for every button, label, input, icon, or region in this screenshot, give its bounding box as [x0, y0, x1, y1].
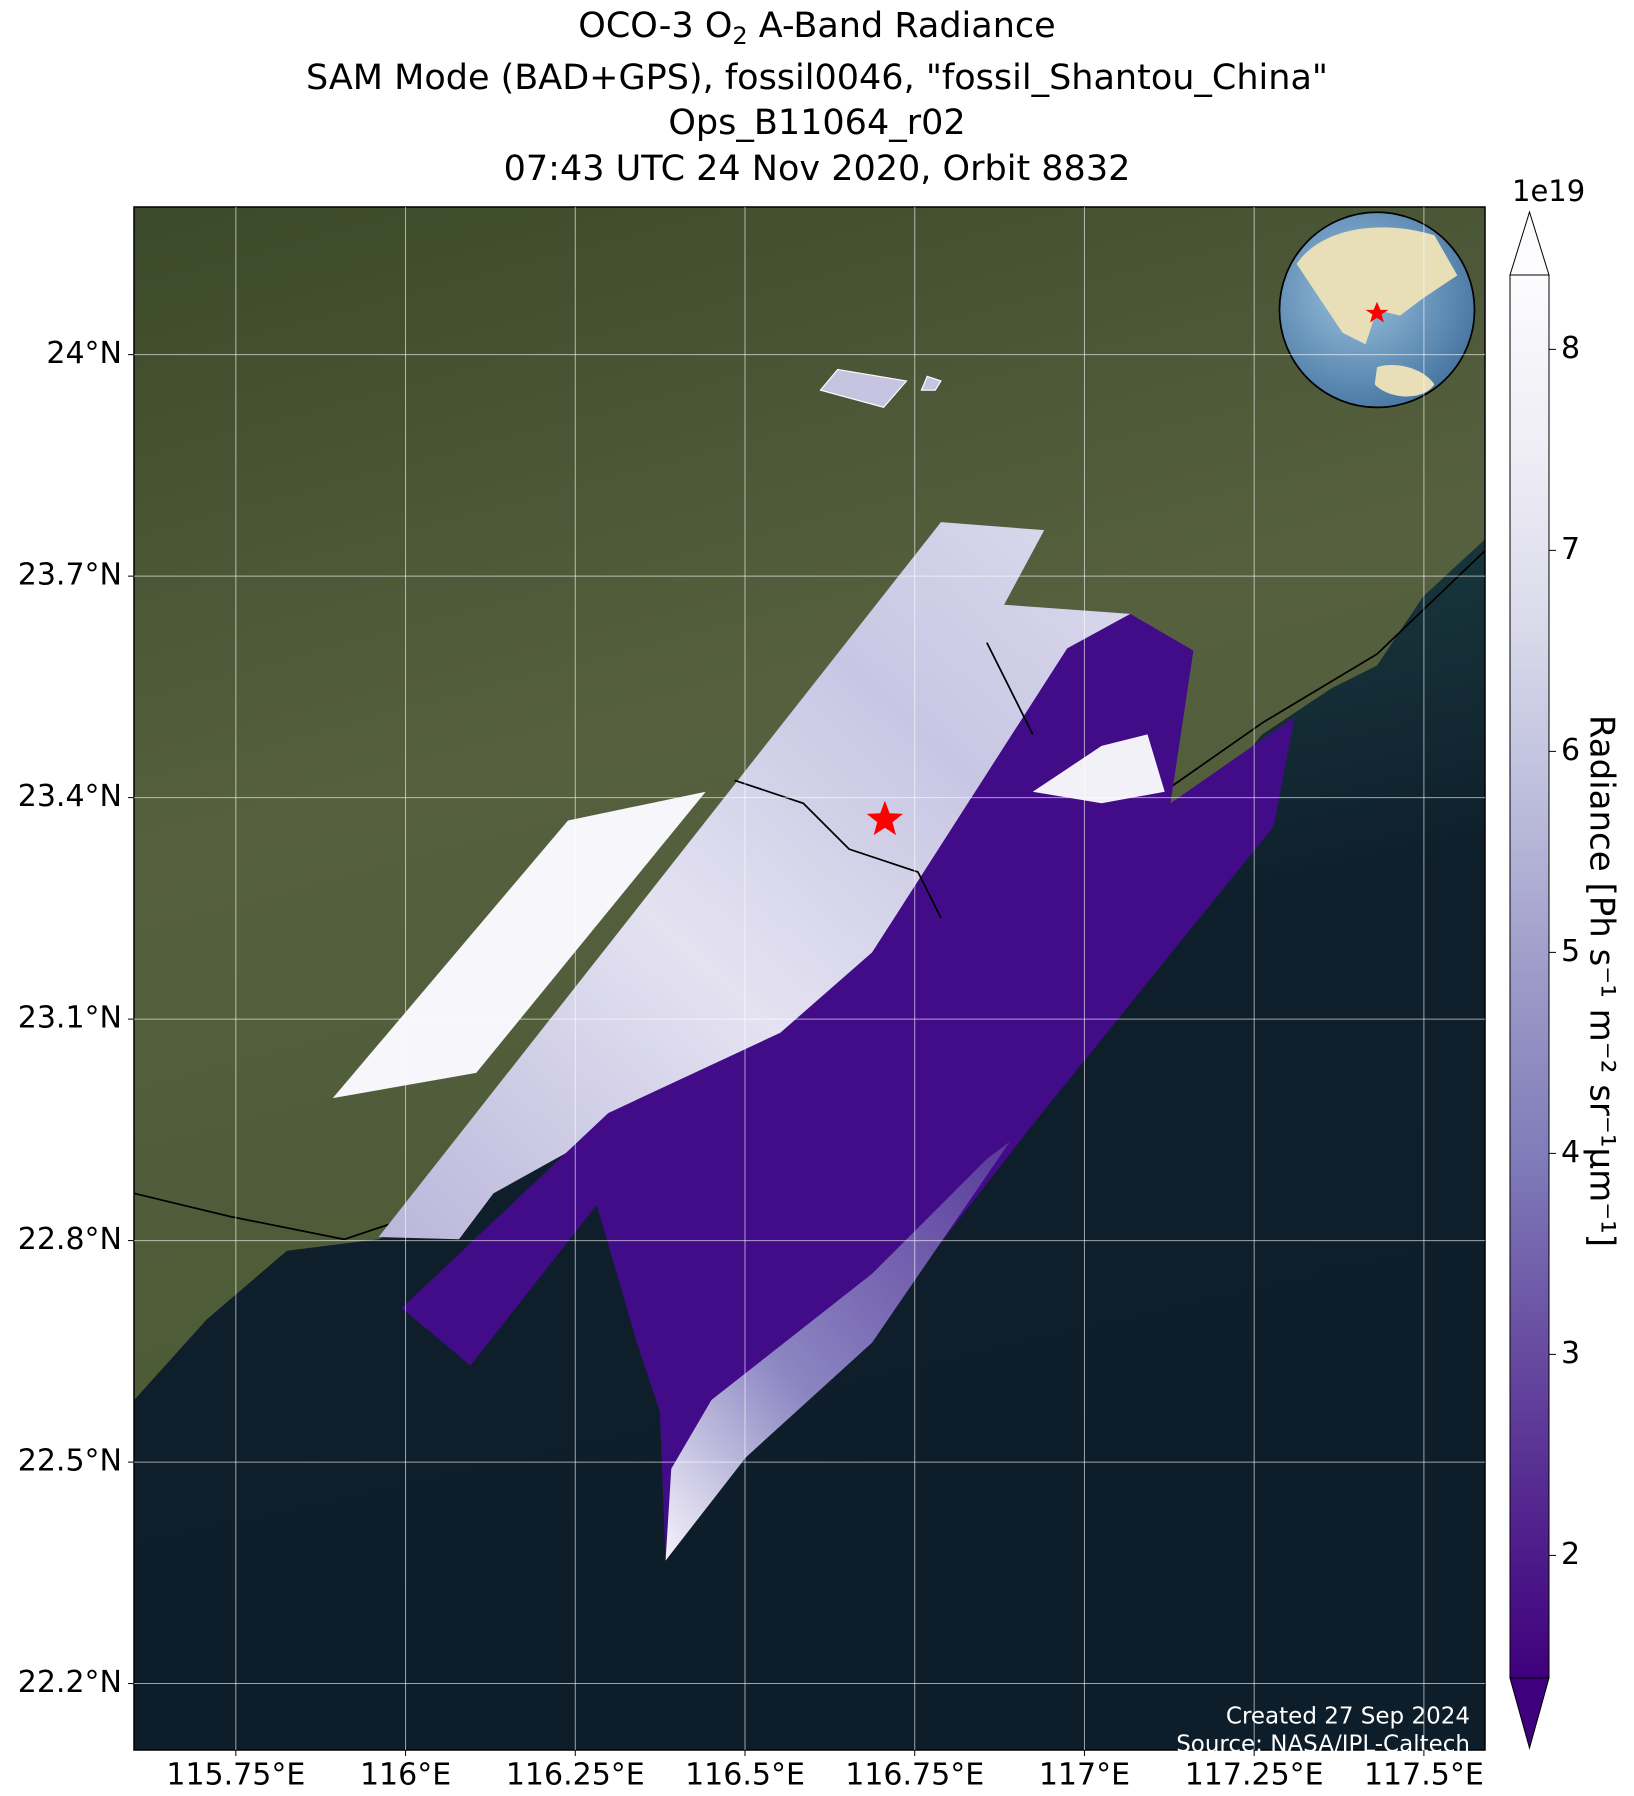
y-tick-label: 22.8°N — [18, 1222, 122, 1257]
swath — [332, 791, 706, 1099]
colorbar-frame — [1509, 274, 1550, 1679]
title-part: OCO-3 O — [578, 6, 732, 46]
globe-land — [1296, 227, 1458, 397]
footer-source: Source: NASA/JPL-Caltech — [1176, 1732, 1470, 1758]
colorbar-tick-label: 5 — [1561, 934, 1580, 969]
colorbar-label: Radiance [Ph s⁻¹ m⁻² sr⁻¹μm⁻¹] — [1582, 715, 1622, 1247]
colorbar-tick-label: 8 — [1561, 331, 1580, 366]
y-tick-label: 22.2°N — [18, 1665, 122, 1700]
title-subscript: 2 — [732, 22, 747, 50]
coastline — [734, 642, 1034, 919]
x-tick-label: 116.25°E — [506, 1758, 645, 1793]
swath — [665, 1141, 1010, 1561]
y-tick-label: 23.7°N — [18, 558, 122, 593]
x-tick-label: 116.5°E — [685, 1758, 805, 1793]
y-tick-label: 24°N — [46, 336, 122, 371]
x-tick-label: 117.25°E — [1185, 1758, 1324, 1793]
site-marker — [866, 800, 903, 836]
x-tick-label: 117.5°E — [1364, 1758, 1484, 1793]
title-line: 07:43 UTC 24 Nov 2020, Orbit 8832 — [504, 149, 1131, 189]
colorbar-tick-label: 6 — [1561, 733, 1580, 768]
x-tick-label: 116°E — [360, 1758, 451, 1793]
title-line: SAM Mode (BAD+GPS), fossil0046, "fossil_… — [306, 58, 1328, 98]
colorbar-tick-label: 3 — [1561, 1336, 1580, 1371]
map-area — [134, 207, 1485, 1750]
y-tick-label: 23.1°N — [18, 1001, 122, 1036]
x-tick-label: 116.75°E — [845, 1758, 984, 1793]
swath — [378, 522, 1159, 1240]
x-tick-label: 115.75°E — [166, 1758, 305, 1793]
y-tick-label: 22.5°N — [18, 1444, 122, 1479]
colorbar-extend-bottom — [1509, 1677, 1550, 1750]
swath — [401, 613, 1295, 1561]
colorbar-tick-label: 2 — [1561, 1537, 1580, 1572]
swath — [1032, 734, 1165, 804]
title-part: A-Band Radiance — [748, 6, 1056, 46]
colorbar-exponent: 1e19 — [1512, 174, 1585, 208]
colorbar-extend-top — [1509, 210, 1550, 276]
x-tick-label: 117°E — [1039, 1758, 1130, 1793]
title-line: Ops_B11064_r02 — [668, 103, 965, 143]
colorbar — [1510, 275, 1549, 1678]
map-frame — [133, 206, 1486, 1751]
colorbar-tick-label: 4 — [1561, 1135, 1580, 1170]
colorbar-tick-label: 7 — [1561, 532, 1580, 567]
swath — [819, 368, 942, 409]
footer-created: Created 27 Sep 2024 — [1226, 1704, 1470, 1730]
y-tick-label: 23.4°N — [18, 779, 122, 814]
title-line: OCO-3 O2 A-Band Radiance — [578, 6, 1055, 50]
globe-site — [1365, 301, 1389, 323]
